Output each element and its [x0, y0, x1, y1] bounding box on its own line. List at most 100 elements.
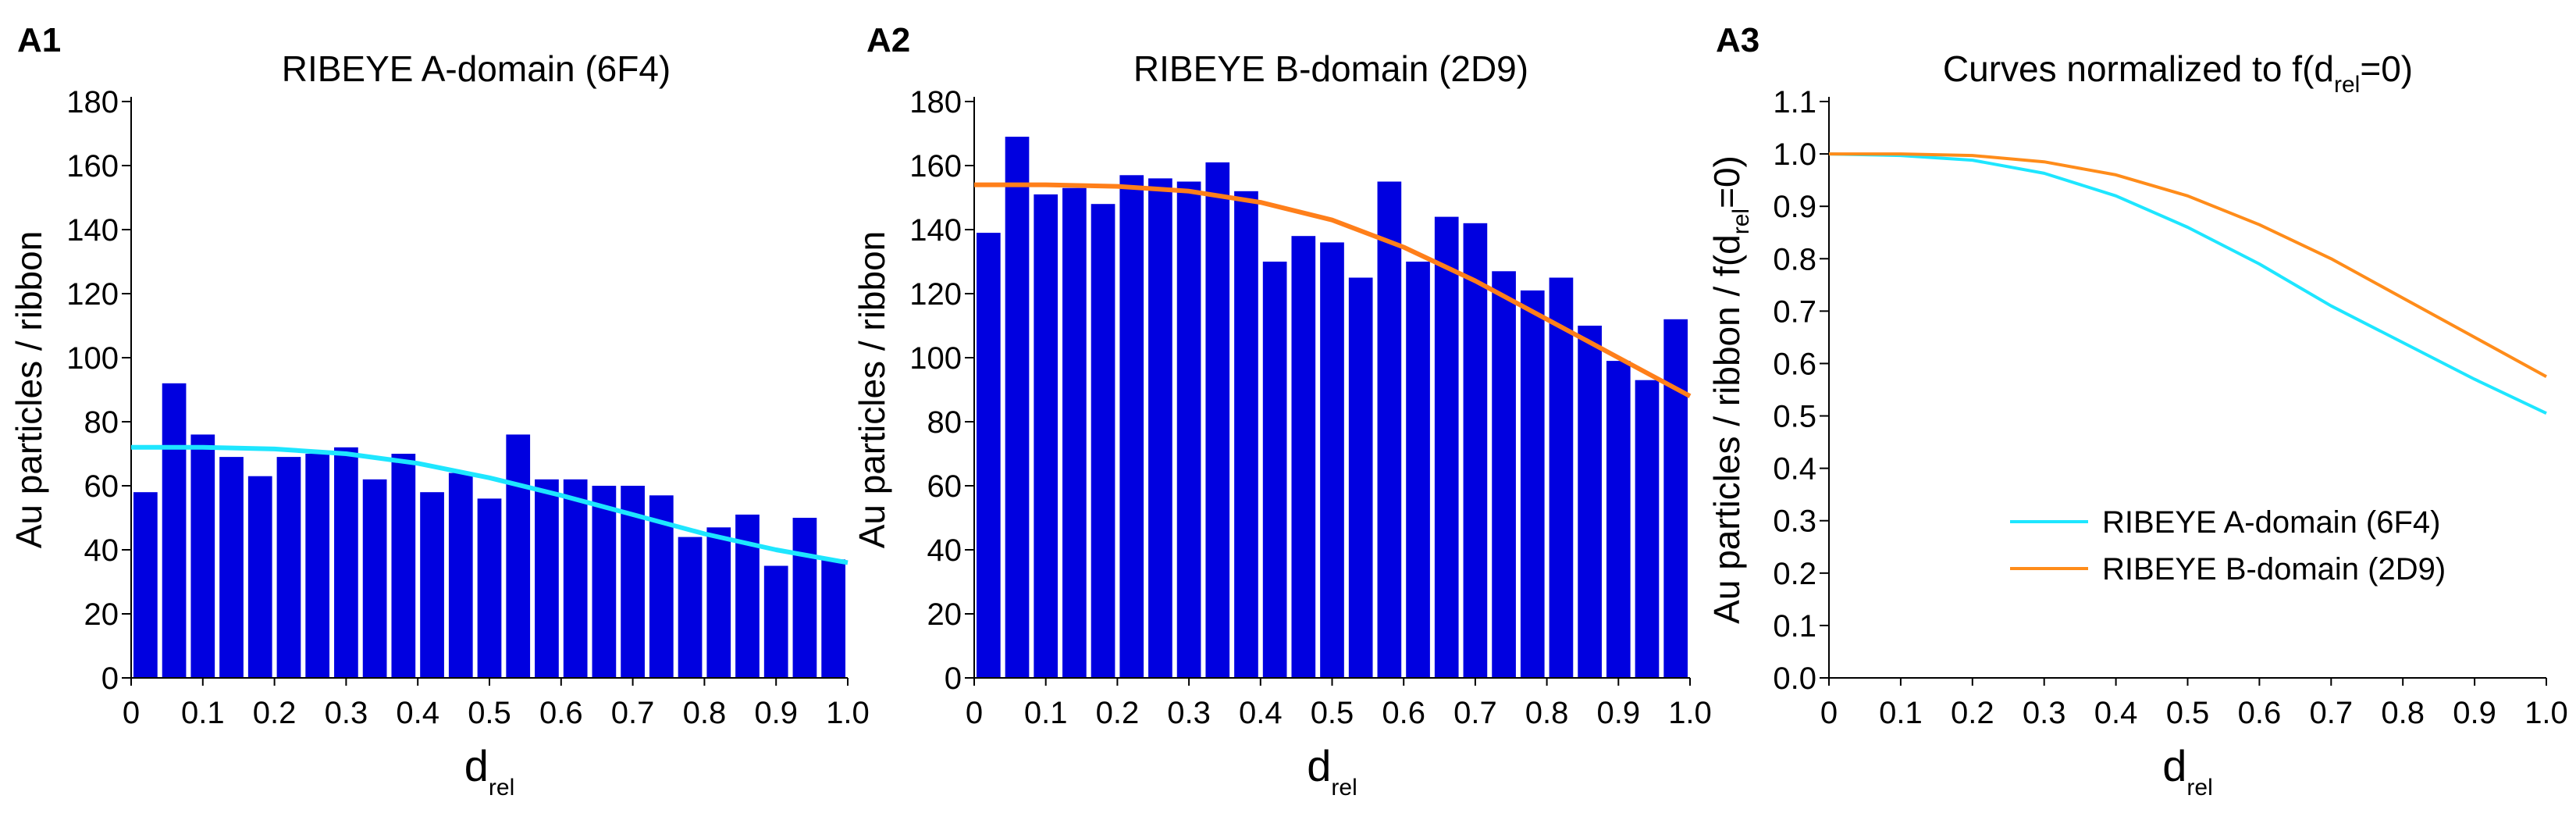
y-tick-label: 60	[84, 469, 119, 504]
bar	[735, 514, 760, 678]
series-line	[1829, 152, 2547, 378]
x-tick-label: 0.7	[1453, 696, 1497, 730]
bar	[1205, 162, 1230, 678]
x-tick-label: 1.0	[2524, 696, 2568, 730]
x-tick-label: 0.9	[1596, 696, 1640, 730]
x-axis-label: drel	[464, 741, 515, 801]
bar	[977, 233, 1001, 679]
bar	[1034, 194, 1059, 678]
y-tick-label: 180	[909, 85, 962, 119]
series-line	[1828, 152, 2547, 415]
y-tick-label: 0.8	[1773, 242, 1816, 276]
x-tick-label: 1.0	[826, 696, 870, 730]
bar	[1463, 223, 1488, 678]
bar	[1635, 380, 1660, 678]
y-tick-label: 80	[84, 405, 119, 440]
y-tick-label: 0	[101, 661, 119, 696]
y-tick-label: 120	[66, 277, 119, 312]
bar	[1434, 216, 1459, 679]
x-tick-label: 0.1	[1024, 696, 1068, 730]
y-tick-label: 1.0	[1773, 137, 1816, 172]
y-tick-label: 140	[66, 213, 119, 248]
x-axis-label-main: d	[1307, 741, 1331, 790]
bar	[1663, 319, 1688, 678]
x-tick-label: 0.1	[1879, 696, 1923, 730]
fit-curve	[131, 444, 849, 565]
chart-title: RIBEYE A-domain (6F4)	[282, 48, 671, 89]
x-tick-label: 0.2	[1951, 696, 1994, 730]
y-tick-label: 0.1	[1773, 609, 1816, 644]
x-tick-label: 0.8	[1525, 696, 1569, 730]
panel-label: A2	[866, 21, 910, 59]
x-tick-label: 0.4	[1239, 696, 1283, 730]
x-tick-label: 0.2	[253, 696, 297, 730]
fit-curve	[974, 182, 1692, 398]
x-axis-label-main: d	[464, 741, 489, 790]
bar	[592, 486, 617, 678]
x-tick-label: 0.3	[325, 696, 368, 730]
bar	[1148, 178, 1172, 678]
y-tick-label: 40	[927, 533, 962, 568]
bar	[391, 454, 416, 678]
x-tick-label: 0.4	[2094, 696, 2138, 730]
y-tick-label: 1.1	[1773, 85, 1816, 119]
bar	[763, 565, 788, 678]
bar	[420, 492, 444, 678]
x-tick-label: 0.7	[2309, 696, 2353, 730]
panel-label: A3	[1716, 21, 1759, 59]
x-tick-label: 0.8	[683, 696, 727, 730]
x-tick-label: 0.5	[468, 696, 511, 730]
bar	[1549, 277, 1574, 678]
y-tick-label: 40	[84, 533, 119, 568]
x-axis-label-main: d	[2162, 741, 2186, 790]
bar	[477, 498, 502, 678]
x-tick-label: 0.1	[181, 696, 225, 730]
x-axis-label: drel	[2162, 741, 2213, 801]
x-tick-label: 0	[123, 696, 140, 730]
x-axis-label-sub: rel	[489, 775, 514, 801]
bar	[247, 476, 272, 678]
bar	[535, 479, 559, 678]
bar	[190, 434, 215, 678]
x-tick-label: 0.6	[1382, 696, 1425, 730]
chart-title: RIBEYE B-domain (2D9)	[1133, 48, 1528, 89]
x-tick-label: 0.9	[754, 696, 798, 730]
bar	[1320, 242, 1344, 678]
x-tick-label: 0.6	[539, 696, 583, 730]
legend: RIBEYE A-domain (6F4) RIBEYE B-domain (2D…	[2010, 505, 2446, 587]
x-tick-label: 0.7	[611, 696, 655, 730]
panel-label: A1	[17, 21, 61, 59]
bar	[448, 472, 473, 678]
y-axis-label-sub: rel	[1728, 209, 1754, 234]
y-tick-label: 0	[945, 661, 962, 696]
bar	[1291, 236, 1316, 678]
bar	[1406, 262, 1430, 678]
bar	[219, 457, 244, 678]
y-axis-label: Au particles / ribbon	[852, 231, 892, 549]
bar	[133, 492, 158, 678]
bar	[1520, 290, 1545, 678]
legend-entry: RIBEYE A-domain (6F4)	[2102, 505, 2441, 540]
bar	[1176, 181, 1201, 678]
bar	[706, 527, 731, 678]
y-tick-label: 120	[909, 277, 962, 312]
bar	[678, 537, 703, 678]
y-tick-label: 100	[66, 341, 119, 376]
y-axis-label-tail: =0)	[1706, 155, 1747, 209]
x-tick-label: 0.3	[1167, 696, 1211, 730]
y-tick-label: 0.7	[1773, 294, 1816, 329]
bar	[1578, 326, 1602, 678]
y-tick-label: 60	[927, 469, 962, 504]
legend-entry: RIBEYE B-domain (2D9)	[2102, 552, 2446, 587]
y-tick-label: 100	[909, 341, 962, 376]
y-tick-label: 0.5	[1773, 400, 1816, 434]
y-tick-label: 20	[84, 597, 119, 632]
y-axis-label: Au particles / ribbon	[9, 231, 49, 549]
bar	[276, 457, 301, 678]
x-tick-label: 0.8	[2381, 696, 2425, 730]
y-tick-label: 0.9	[1773, 190, 1816, 224]
chart-title-sub: rel	[2334, 72, 2360, 98]
chart-title-tail: =0)	[2360, 48, 2413, 89]
